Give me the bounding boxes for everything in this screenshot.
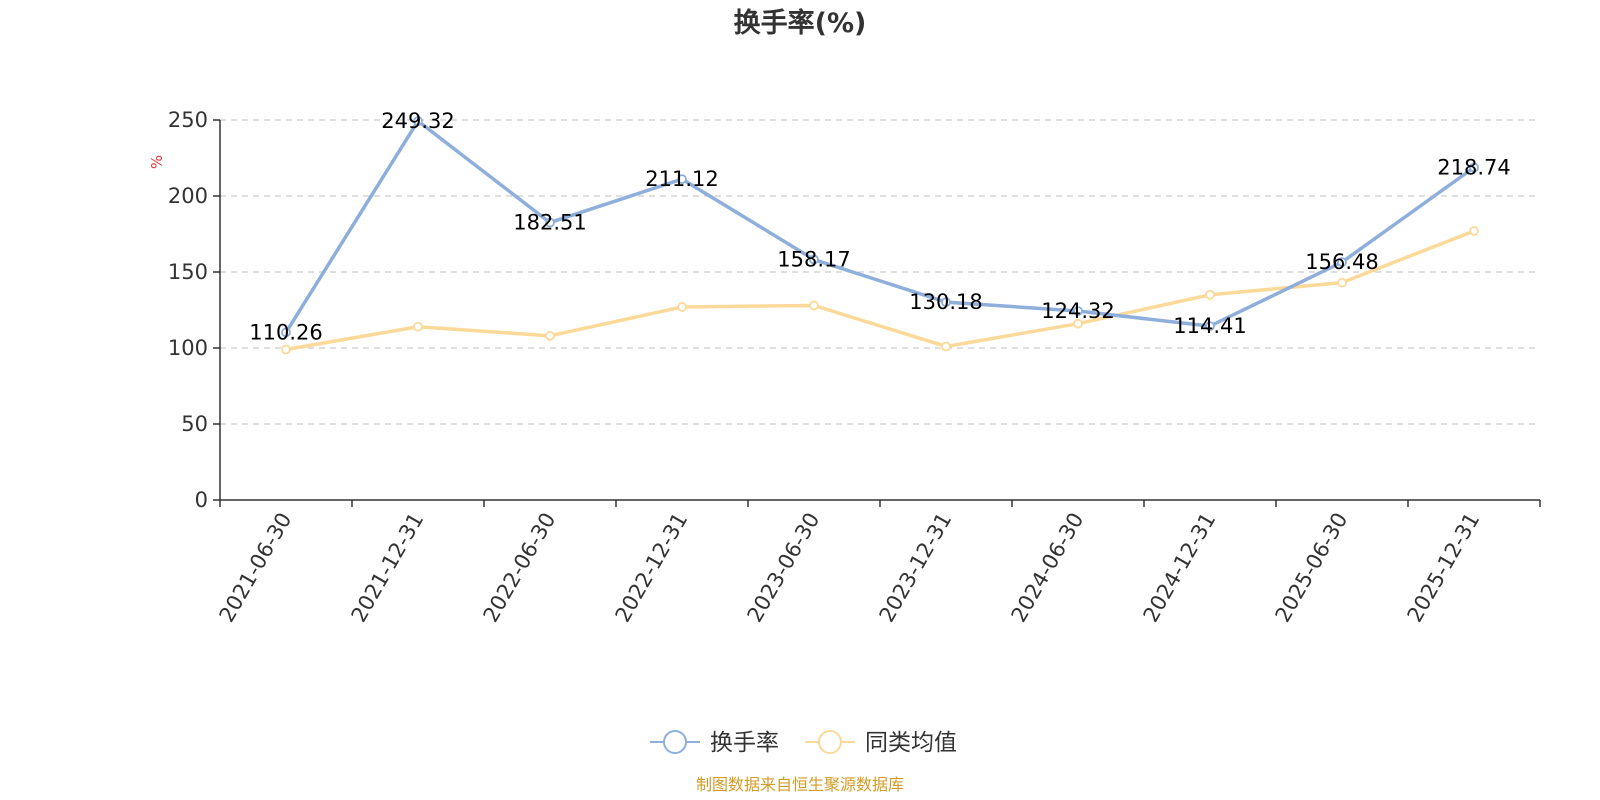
y-tick-label-150: 150 <box>168 260 208 284</box>
legend-label-0: 换手率 <box>710 730 779 756</box>
data-label-6: 124.32 <box>1041 299 1114 323</box>
data-label-3: 211.12 <box>645 167 718 191</box>
series-1-point-5 <box>941 341 951 352</box>
y-tick-label-0: 0 <box>195 488 208 512</box>
series-1-point-4 <box>809 300 819 311</box>
y-axis-unit: % <box>148 155 166 169</box>
x-tick-label-2024-12-31: 2024-12-31 <box>1139 509 1221 627</box>
series-0-point-5 <box>941 297 951 308</box>
x-tick-label-2023-06-30: 2023-06-30 <box>743 509 825 627</box>
series-0-point-1 <box>413 116 423 126</box>
series-1-point-7 <box>1205 289 1215 300</box>
series-layer <box>281 116 1479 355</box>
data-labels: 110.26 249.32 182.51 211.12 158.17 130.18 124.… <box>249 109 1510 344</box>
data-label-1: 249.32 <box>381 109 454 133</box>
series-0-point-3 <box>677 174 687 184</box>
series-1-point-0 <box>281 344 291 355</box>
x-tick-label-2022-12-31: 2022-12-31 <box>611 509 693 627</box>
x-tick-label-2021-06-30: 2021-06-30 <box>215 509 297 627</box>
y-tick-label-100: 100 <box>168 336 208 360</box>
data-label-5: 130.18 <box>909 290 982 314</box>
legend[interactable]: 换手率 同类均值 <box>650 730 957 756</box>
series-1-point-6 <box>1073 318 1083 329</box>
y-tick-label-50: 50 <box>181 412 208 436</box>
series-1-point-8 <box>1337 277 1347 288</box>
data-label-7: 114.41 <box>1173 314 1246 338</box>
series-line-1 <box>285 229 1475 352</box>
y-tick-label-200: 200 <box>168 184 208 208</box>
series-1-point-2 <box>545 330 555 341</box>
data-label-2: 182.51 <box>513 211 586 235</box>
axes <box>219 120 1540 501</box>
series-0-point-6 <box>1073 306 1083 316</box>
data-label-8: 156.48 <box>1305 250 1378 274</box>
legend-marker-0 <box>663 730 687 754</box>
series-0-point-7 <box>1205 321 1215 331</box>
data-label-0: 110.26 <box>249 320 322 344</box>
chart-title: 换手率(%) <box>734 7 867 39</box>
x-tick-label-2025-06-30: 2025-06-30 <box>1271 509 1353 627</box>
series-0-point-9 <box>1469 162 1479 173</box>
legend-marker-1 <box>818 730 842 754</box>
series-0-point-0 <box>281 327 291 338</box>
series-1-point-1 <box>413 321 423 332</box>
y-tick-label-250: 250 <box>168 108 208 132</box>
data-label-9: 218.74 <box>1437 156 1510 180</box>
data-label-4: 158.17 <box>777 248 850 272</box>
series-line-0 <box>284 119 1476 334</box>
x-tick-label-2022-06-30: 2022-06-30 <box>479 509 561 627</box>
series-0-point-2 <box>545 217 555 228</box>
x-tick-label-2021-12-31: 2021-12-31 <box>347 509 429 627</box>
x-axis-ticks: 2021-06-30 2021-12-31 2022-06-30 2022-12-31… <box>215 500 1541 627</box>
x-tick-label-2023-12-31: 2023-12-31 <box>875 509 957 627</box>
series-1-point-3 <box>677 302 687 312</box>
legend-label-1: 同类均值 <box>865 730 957 756</box>
series-0-point-8 <box>1337 257 1347 268</box>
source-note: 制图数据来自恒生聚源数据库 <box>696 775 904 794</box>
y-axis-ticks: 0 50 100 150 200 250 <box>168 108 220 512</box>
x-tick-label-2025-12-31: 2025-12-31 <box>1403 509 1485 627</box>
series-0-point-4 <box>809 254 819 265</box>
series-1-point-9 <box>1469 226 1479 236</box>
x-tick-label-2024-06-30: 2024-06-30 <box>1007 509 1089 627</box>
grid-lines <box>220 119 1540 425</box>
